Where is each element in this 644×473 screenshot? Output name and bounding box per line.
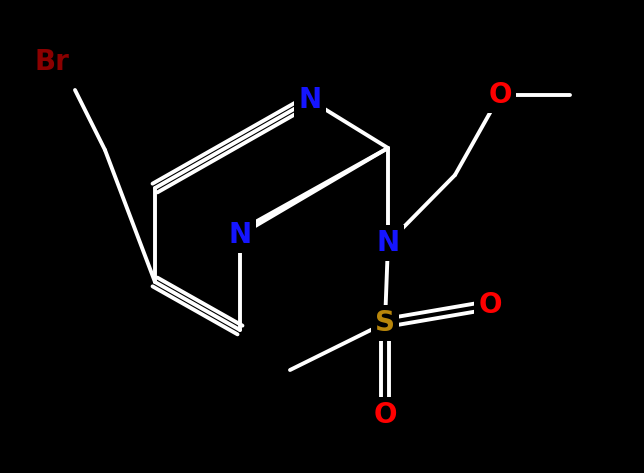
Text: N: N	[298, 86, 321, 114]
Text: O: O	[488, 81, 512, 109]
Text: S: S	[375, 309, 395, 337]
Text: Br: Br	[35, 48, 70, 76]
Text: O: O	[478, 291, 502, 319]
Text: N: N	[229, 221, 252, 249]
Text: O: O	[374, 401, 397, 429]
Text: N: N	[377, 229, 399, 257]
